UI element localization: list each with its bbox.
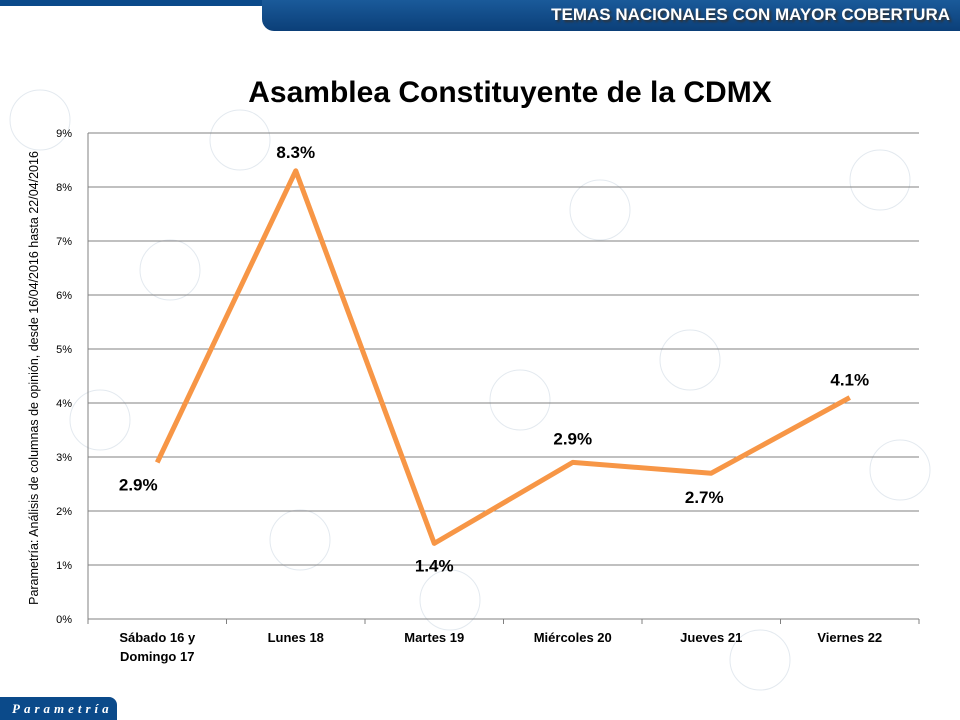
y-tick-label: 9% <box>56 128 72 140</box>
data-label: 2.9% <box>119 475 158 494</box>
x-tick-label: Sábado 16 y <box>119 630 196 645</box>
chart-title: Asamblea Constituyente de la CDMX <box>248 76 772 109</box>
header-banner: TEMAS NACIONALES CON MAYOR COBERTURA <box>262 0 960 31</box>
y-tick-label: 0% <box>56 614 72 626</box>
y-tick-label: 8% <box>56 182 72 194</box>
banner-accent-line <box>0 0 262 6</box>
data-label: 4.1% <box>830 371 869 390</box>
y-tick-label: 2% <box>56 506 72 518</box>
x-tick-label: Jueves 21 <box>680 630 742 645</box>
y-tick-label: 4% <box>56 398 72 410</box>
parametria-logo: Parametría <box>0 697 117 720</box>
y-tick-label: 5% <box>56 344 72 356</box>
y-tick-label: 7% <box>56 236 72 248</box>
y-tick-label: 6% <box>56 290 72 302</box>
x-tick-label: Viernes 22 <box>817 630 882 645</box>
x-tick-label: Domingo 17 <box>120 649 194 664</box>
x-tick-label: Miércoles 20 <box>534 630 612 645</box>
series-line <box>154 168 851 546</box>
data-label: 2.9% <box>553 429 592 448</box>
data-label: 1.4% <box>415 556 454 575</box>
y-tick-label: 1% <box>56 560 72 572</box>
y-tick-label: 3% <box>56 452 72 464</box>
data-label: 8.3% <box>276 143 315 162</box>
x-tick-label: Martes 19 <box>404 630 464 645</box>
x-tick-label: Lunes 18 <box>268 630 324 645</box>
banner-title: TEMAS NACIONALES CON MAYOR COBERTURA <box>551 5 950 24</box>
data-label: 2.7% <box>685 488 724 507</box>
